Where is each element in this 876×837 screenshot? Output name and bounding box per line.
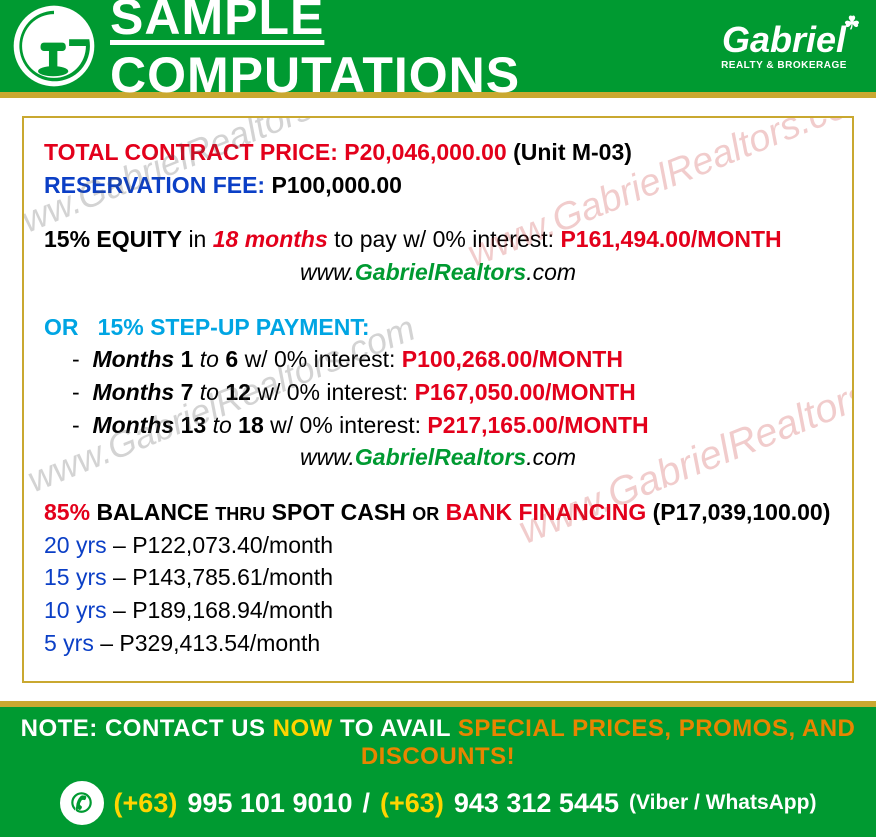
contract-price: P20,046,000.00 (344, 139, 506, 165)
phone-sep: / (363, 788, 371, 819)
brand-name: Gabriel (722, 19, 846, 60)
balance-row: 20 yrs – P122,073.40/month (44, 529, 832, 562)
balance-thru: THRU (215, 504, 265, 524)
stepup-row: - Months 1 to 6 w/ 0% interest: P100,268… (44, 343, 832, 376)
stepup-header: OR 15% STEP-UP PAYMENT: (44, 311, 832, 344)
logo-helmet-icon (12, 4, 96, 88)
brand-subtitle: REALTY & BROKERAGE (704, 60, 864, 71)
balance-or: OR (412, 504, 439, 524)
content-area: www.GabrielRealtors.com www.GabrielRealto… (0, 98, 876, 701)
country-code-2: (+63) (380, 788, 444, 819)
balance-row: 15 yrs – P143,785.61/month (44, 561, 832, 594)
stepup-row: - Months 13 to 18 w/ 0% interest: P217,1… (44, 409, 832, 442)
phone-icon: ✆ (60, 781, 104, 825)
url-line-2: www.GabrielRealtors.com (44, 441, 832, 474)
brand-logo: Gabriel ☘ REALTY & BROKERAGE (704, 22, 864, 71)
country-code-1: (+63) (114, 788, 178, 819)
balance-pct: 85% (44, 499, 90, 525)
balance-w3: BANK FINANCING (446, 499, 647, 525)
balance-w2: SPOT CASH (272, 499, 406, 525)
balance-header: 85% BALANCE THRU SPOT CASH OR BANK FINAN… (44, 496, 832, 529)
equity-pct: 15% EQUITY (44, 226, 182, 252)
computation-panel: www.GabrielRealtors.com www.GabrielRealto… (22, 116, 854, 683)
footer-bar: NOTE: CONTACT US NOW TO AVAIL SPECIAL PR… (0, 707, 876, 837)
contract-price-line: TOTAL CONTRACT PRICE: P20,046,000.00 (Un… (44, 136, 832, 169)
balance-row: 10 yrs – P189,168.94/month (44, 594, 832, 627)
equity-in: in (188, 226, 206, 252)
equity-line: 15% EQUITY in 18 months to pay w/ 0% int… (44, 223, 832, 256)
balance-amount: (P17,039,100.00) (653, 499, 831, 525)
viber-label: (Viber / WhatsApp) (629, 791, 816, 815)
stepup-or: OR (44, 314, 79, 340)
equity-months: 18 months (213, 226, 328, 252)
url-line-1: www.GabrielRealtors.com (44, 256, 832, 289)
page-title: SAMPLE COMPUTATIONS (110, 0, 704, 104)
balance-row: 5 yrs – P329,413.54/month (44, 627, 832, 660)
footer-note: NOTE: CONTACT US NOW TO AVAIL SPECIAL PR… (0, 707, 876, 777)
reservation-value: P100,000.00 (271, 172, 401, 198)
balance-w1: BALANCE (96, 499, 208, 525)
contract-label: TOTAL CONTRACT PRICE: (44, 139, 338, 165)
contract-unit: (Unit M-03) (513, 139, 632, 165)
reservation-label: RESERVATION FEE: (44, 172, 265, 198)
footer-phone-row: ✆ (+63) 995 101 9010 / (+63) 943 312 544… (0, 777, 876, 837)
equity-rest: to pay w/ 0% interest: (334, 226, 554, 252)
reservation-line: RESERVATION FEE: P100,000.00 (44, 169, 832, 202)
stepup-title: 15% STEP-UP PAYMENT: (98, 314, 370, 340)
leaf-icon: ☘ (844, 14, 860, 32)
header-bar: SAMPLE COMPUTATIONS Gabriel ☘ REALTY & B… (0, 0, 876, 92)
phone-1: 995 101 9010 (187, 788, 352, 819)
equity-amount: P161,494.00/MONTH (560, 226, 781, 252)
stepup-row: - Months 7 to 12 w/ 0% interest: P167,05… (44, 376, 832, 409)
phone-2: 943 312 5445 (454, 788, 619, 819)
